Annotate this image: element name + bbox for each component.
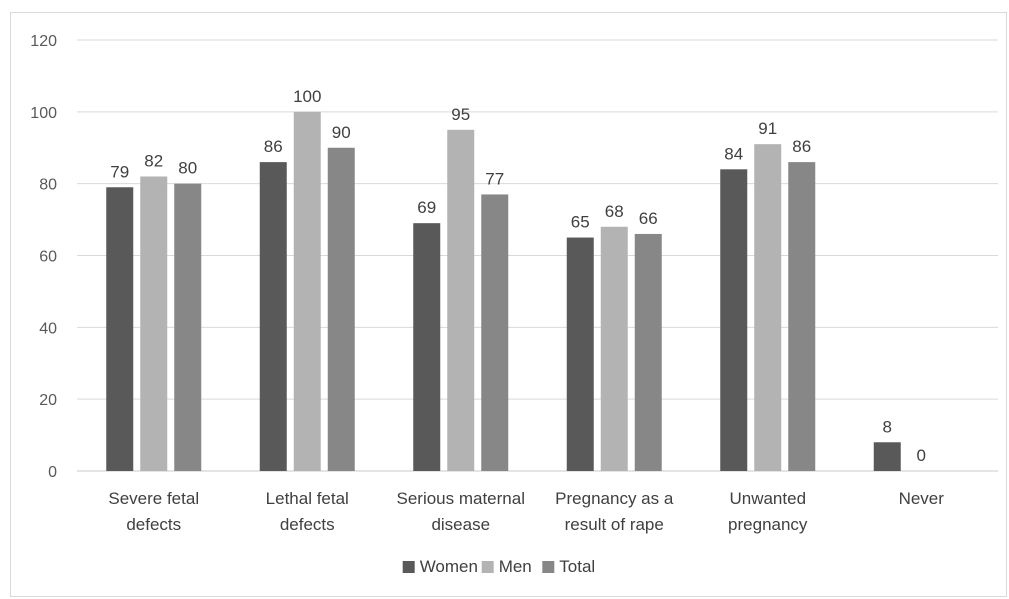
data-label-women-3: 65 [571,213,590,232]
data-label-women-5: 8 [883,417,892,436]
gridlines [77,39,998,472]
bar-women-0 [106,187,134,471]
data-label-total-2: 77 [485,169,504,188]
category-label: Severe fetal defects [108,489,199,534]
bar-men-4 [754,144,782,472]
data-label-men-2: 95 [451,105,470,124]
bar-men-3 [600,226,628,471]
data-label-total-0: 80 [178,159,197,178]
data-label-total-1: 90 [332,123,351,142]
bar-total-1 [327,147,355,471]
y-tick-label: 60 [39,249,57,266]
data-label-women-1: 86 [264,137,283,156]
bar-women-4 [720,169,748,472]
bar-men-0 [140,176,168,471]
data-label-men-3: 68 [605,202,624,221]
bar-total-4 [788,162,816,471]
legend-swatch-total [542,561,555,573]
y-tick-label: 0 [48,464,57,481]
data-label-women-0: 79 [110,162,129,181]
data-label-total-3: 66 [639,209,658,228]
bar-total-2 [481,194,509,472]
bar-total-3 [634,233,662,471]
bar-women-3 [566,237,594,471]
y-axis-tick-labels: 0 20 40 60 80 100 120 [30,33,57,481]
bar-women-5 [873,442,901,471]
category-label: Never [899,489,945,508]
legend-swatch-men [481,561,494,573]
legend-label-total: Total [559,557,595,576]
y-tick-label: 40 [39,320,57,337]
category-label: Lethal fetal defects [266,489,349,534]
category-label: Pregnancy as a result of rape [555,489,674,534]
legend: Women Men Total [402,557,595,576]
bar-men-2 [447,129,475,471]
data-label-men-0: 82 [144,151,163,170]
legend-label-women: Women [420,557,478,576]
data-label-women-2: 69 [417,198,436,217]
y-tick-label: 120 [30,33,57,50]
bar-women-1 [259,162,287,471]
bar-total-0 [174,183,202,471]
data-label-men-4: 91 [758,119,777,138]
bar-men-1 [293,111,321,471]
data-label-women-4: 84 [724,144,743,163]
data-label-men-5: 0 [917,446,926,465]
y-tick-label: 80 [39,177,57,194]
y-tick-label: 100 [30,105,57,122]
legend-label-men: Men [499,557,532,576]
legend-swatch-women [402,561,415,573]
data-label-total-4: 86 [792,137,811,156]
category-labels: Severe fetal defects Lethal fetal defects Se… [108,489,944,534]
category-label: Unwanted pregnancy [728,489,808,534]
bars [106,111,901,472]
bar-women-2 [413,223,441,471]
category-label: Serious maternal disease [396,489,525,534]
y-tick-label: 20 [39,392,57,409]
data-label-men-1: 100 [293,87,321,106]
